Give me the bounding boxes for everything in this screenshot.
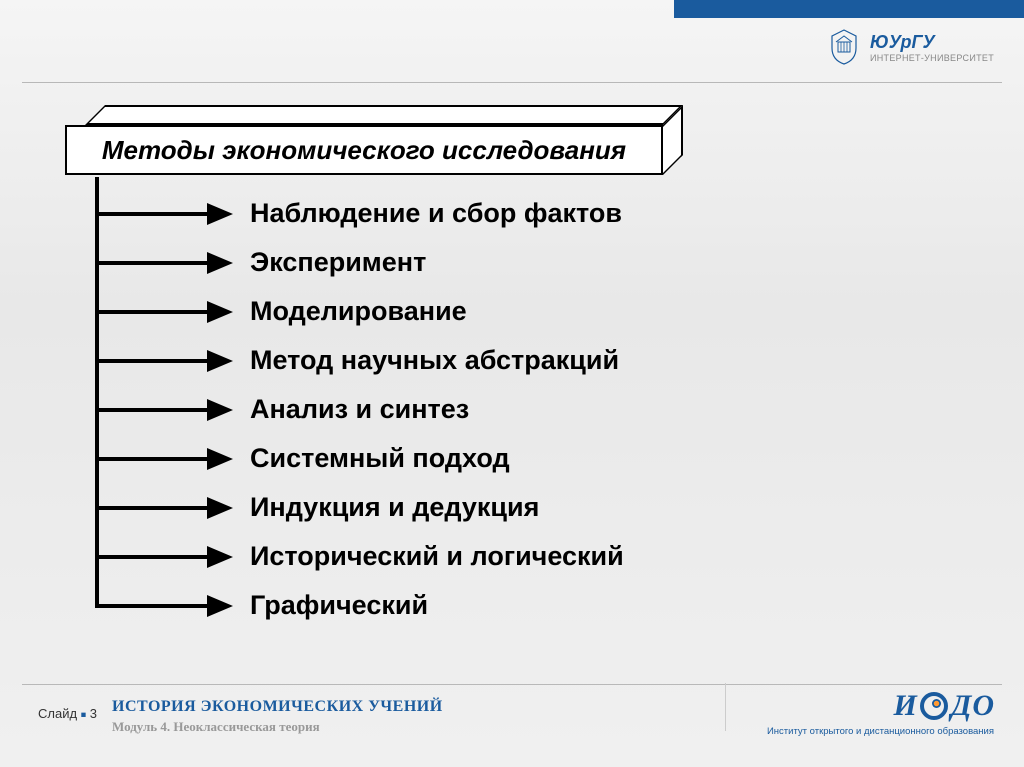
tree-branch: Эксперимент bbox=[95, 238, 695, 287]
institute-logo-icon: И ДО bbox=[767, 688, 994, 724]
university-emblem-icon bbox=[828, 28, 860, 66]
branch-label: Наблюдение и сбор фактов bbox=[250, 198, 622, 229]
methods-diagram: Методы экономического исследования Наблю… bbox=[55, 105, 695, 630]
branch-label: Эксперимент bbox=[250, 247, 426, 278]
branch-line bbox=[95, 555, 210, 559]
branch-label: Анализ и синтез bbox=[250, 394, 469, 425]
branch-label: Метод научных абстракций bbox=[250, 345, 619, 376]
branch-label: Моделирование bbox=[250, 296, 467, 327]
branch-label: Графический bbox=[250, 590, 428, 621]
arrowhead-icon bbox=[207, 252, 233, 274]
module-title: Модуль 4. Неоклассическая теория bbox=[112, 719, 443, 735]
arrowhead-icon bbox=[207, 301, 233, 323]
arrowhead-icon bbox=[207, 448, 233, 470]
logo-letter: О bbox=[972, 689, 994, 723]
branch-label: Системный подход bbox=[250, 443, 510, 474]
diagram-title: Методы экономического исследования bbox=[102, 135, 626, 166]
header-divider bbox=[22, 82, 1002, 83]
arrowhead-icon bbox=[207, 546, 233, 568]
arrowhead-icon bbox=[207, 399, 233, 421]
branch-line bbox=[95, 261, 210, 265]
footer: Слайд ■ 3 ИСТОРИЯ ЭКОНОМИЧЕСКИХ УЧЕНИЙ М… bbox=[0, 689, 1024, 749]
course-info: ИСТОРИЯ ЭКОНОМИЧЕСКИХ УЧЕНИЙ Модуль 4. Н… bbox=[112, 698, 443, 735]
tree-branch: Индукция и дедукция bbox=[95, 483, 695, 532]
tree-branch: Наблюдение и сбор фактов bbox=[95, 189, 695, 238]
logo-letter: Д bbox=[951, 689, 972, 723]
tree-branch: Исторический и логический bbox=[95, 532, 695, 581]
header-logo-block: ЮУрГУ ИНТЕРНЕТ-УНИВЕРСИТЕТ bbox=[828, 28, 994, 66]
arrowhead-icon bbox=[207, 595, 233, 617]
branch-line bbox=[95, 310, 210, 314]
branch-line bbox=[95, 359, 210, 363]
institute-logo-block: И ДО Институт открытого и дистанционного … bbox=[767, 688, 994, 737]
tree-branch: Графический bbox=[95, 581, 695, 630]
arrowhead-icon bbox=[207, 203, 233, 225]
branch-label: Индукция и дедукция bbox=[250, 492, 539, 523]
footer-vertical-divider bbox=[725, 683, 726, 731]
institute-name: Институт открытого и дистанционного обра… bbox=[767, 726, 994, 737]
footer-divider-line bbox=[22, 684, 1002, 685]
slide-number-value: 3 bbox=[90, 706, 97, 721]
branch-line bbox=[95, 212, 210, 216]
tree-branch: Системный подход bbox=[95, 434, 695, 483]
branch-label: Исторический и логический bbox=[250, 541, 624, 572]
diagram-tree: Наблюдение и сбор фактов Эксперимент Модел… bbox=[95, 189, 695, 630]
arrowhead-icon bbox=[207, 497, 233, 519]
university-name: ЮУрГУ bbox=[870, 32, 994, 53]
logo-ring-icon bbox=[920, 692, 948, 720]
arrowhead-icon bbox=[207, 350, 233, 372]
bullet-icon: ■ bbox=[81, 710, 86, 720]
university-subtitle: ИНТЕРНЕТ-УНИВЕРСИТЕТ bbox=[870, 53, 994, 63]
tree-branch: Метод научных абстракций bbox=[95, 336, 695, 385]
branch-line bbox=[95, 408, 210, 412]
branch-line bbox=[95, 506, 210, 510]
tree-branch: Анализ и синтез bbox=[95, 385, 695, 434]
slide-label-text: Слайд bbox=[38, 706, 77, 721]
slide-number: Слайд ■ 3 bbox=[38, 706, 97, 721]
branch-line bbox=[95, 604, 210, 608]
tree-branch: Моделирование bbox=[95, 287, 695, 336]
diagram-title-box: Методы экономического исследования bbox=[65, 105, 665, 177]
course-title: ИСТОРИЯ ЭКОНОМИЧЕСКИХ УЧЕНИЙ bbox=[112, 698, 443, 716]
top-accent-bar bbox=[674, 0, 1024, 18]
branch-line bbox=[95, 457, 210, 461]
logo-letter: И bbox=[893, 689, 916, 723]
